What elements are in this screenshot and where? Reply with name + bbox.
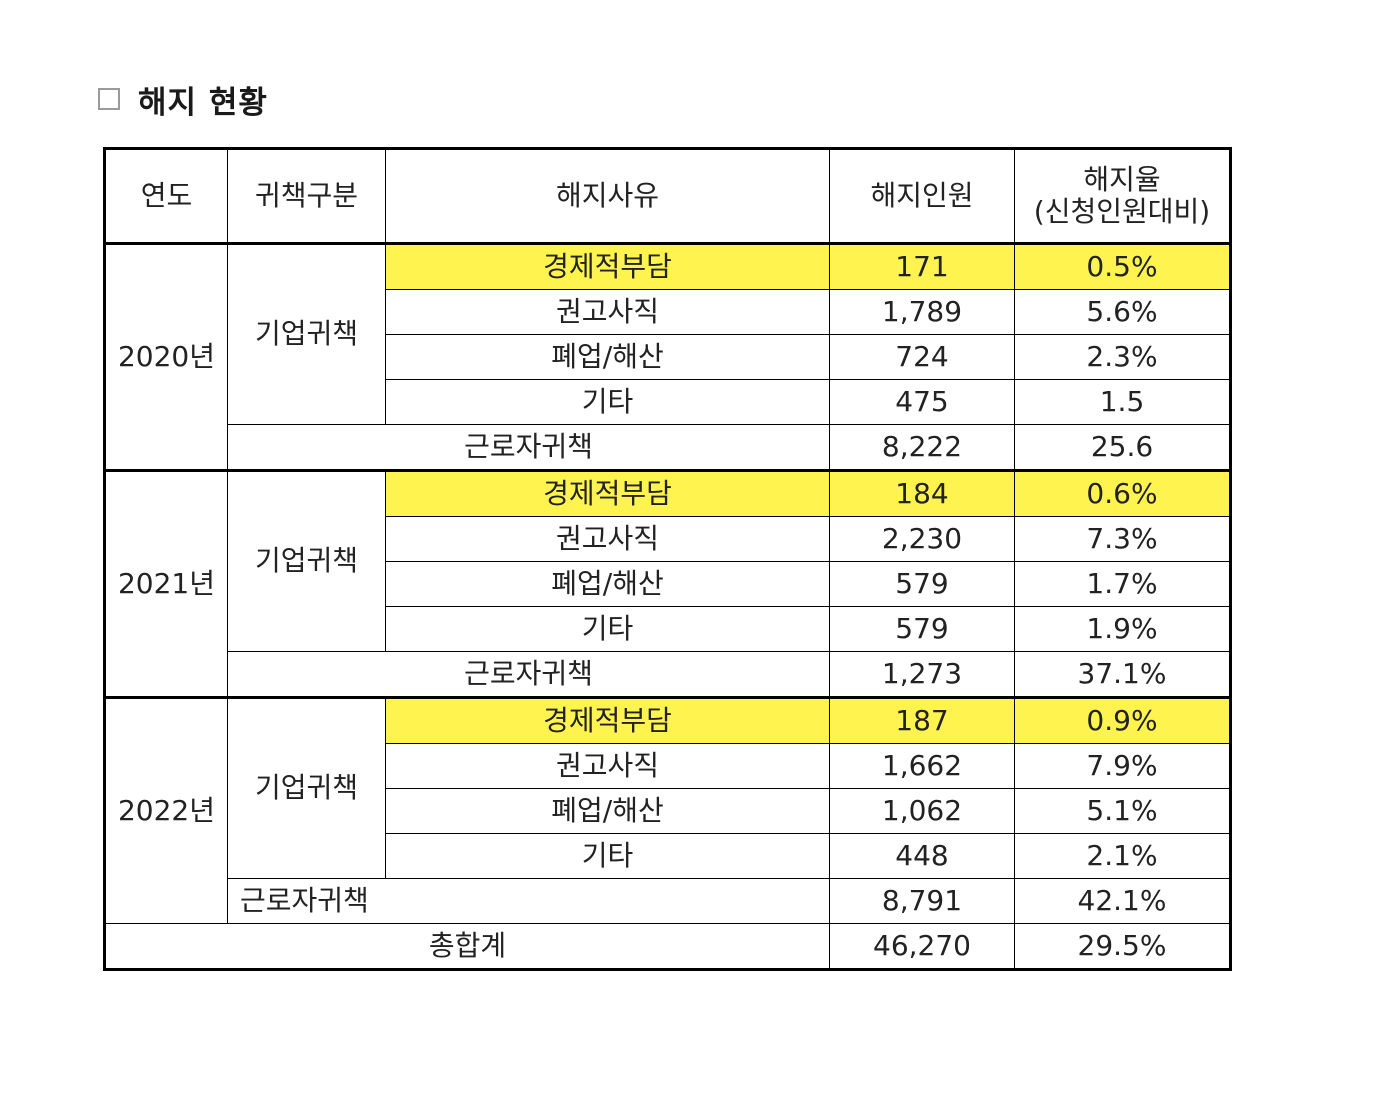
header-count: 해지인원 [829, 148, 1015, 245]
table-row: 2022년 기업귀책 경제적부담 187 0.9% [104, 697, 1231, 924]
reason-cell: 폐업/해산 [385, 561, 830, 607]
rate-cell: 1.5 [1014, 379, 1231, 425]
grand-total-count: 46,270 [829, 923, 1015, 970]
rate-cell: 5.1% [1014, 788, 1231, 834]
worker-fault-row: 근로자귀책 8,791 42.1% [105, 878, 1231, 924]
grand-total-rate: 29.5% [1014, 923, 1231, 970]
header-rate-line1: 해지율 [1083, 162, 1161, 196]
table-row: 2020년 기업귀책 경제적부담 171 0.5% [104, 243, 1231, 471]
rate-cell: 0.9% [1014, 697, 1231, 744]
worker-fault-label: 근로자귀책 [227, 651, 830, 698]
reason-cell: 폐업/해산 [385, 788, 830, 834]
rate-cell: 2.1% [1014, 833, 1231, 879]
worker-fault-row: 근로자귀책 8,222 25.6 [105, 424, 1231, 471]
worker-fault-row: 근로자귀책 1,273 37.1% [105, 651, 1231, 698]
table-row: 기타 448 2.1% [105, 833, 1231, 879]
year-cell: 2022년 [104, 697, 228, 924]
reason-cell: 권고사직 [385, 743, 830, 789]
count-cell: 724 [829, 334, 1015, 380]
year-block-2022: 2022년 기업귀책 경제적부담 187 0.9% 권고사직 1,662 7.9… [104, 697, 1231, 970]
rate-cell: 25.6 [1014, 424, 1231, 471]
reason-cell: 기타 [385, 379, 830, 425]
count-cell: 8,222 [829, 424, 1015, 471]
count-cell: 1,662 [829, 743, 1015, 789]
rate-cell: 37.1% [1014, 651, 1231, 698]
reason-cell: 경제적부담 [385, 470, 830, 517]
count-cell: 579 [829, 606, 1015, 652]
company-fault-cell: 기업귀책 [227, 697, 386, 879]
header-rate-line2: (신청인원대비) [1033, 195, 1211, 228]
count-cell: 184 [829, 470, 1015, 517]
company-fault-cell: 기업귀책 [227, 243, 386, 425]
table-row: 2021년 기업귀책 경제적부담 184 0.6% [104, 470, 1231, 698]
section-heading: 해지 현황 [98, 76, 268, 122]
count-cell: 1,789 [829, 289, 1015, 335]
count-cell: 187 [829, 697, 1015, 744]
count-cell: 171 [829, 243, 1015, 290]
company-fault-cell: 기업귀책 [227, 470, 386, 652]
count-cell: 8,791 [829, 878, 1015, 924]
reason-cell: 경제적부담 [385, 243, 830, 290]
reason-cell: 권고사직 [385, 289, 830, 335]
header-category: 귀책구분 [227, 148, 386, 245]
worker-fault-label: 근로자귀책 [227, 424, 830, 471]
rate-cell: 42.1% [1014, 878, 1231, 924]
reason-cell: 권고사직 [385, 516, 830, 562]
header-year: 연도 [104, 148, 228, 245]
rate-cell: 7.3% [1014, 516, 1231, 562]
rate-cell: 7.9% [1014, 743, 1231, 789]
rate-cell: 5.6% [1014, 289, 1231, 335]
reason-cell: 폐업/해산 [385, 334, 830, 380]
reason-cell: 경제적부담 [385, 697, 830, 744]
year-block-2020: 2020년 기업귀책 경제적부담 171 0.5% 권고사직 1,789 5.6… [104, 243, 1231, 471]
section-title: 해지 현황 [138, 84, 268, 121]
count-cell: 475 [829, 379, 1015, 425]
table-header-row: 연도 귀책구분 해지사유 해지인원 해지율 (신청인원대비) [104, 148, 1231, 245]
count-cell: 579 [829, 561, 1015, 607]
rate-cell: 1.7% [1014, 561, 1231, 607]
rate-cell: 2.3% [1014, 334, 1231, 380]
rate-cell: 0.6% [1014, 470, 1231, 517]
table-row: 폐업/해산 579 1.7% [105, 561, 1231, 607]
year-cell: 2020년 [104, 243, 228, 471]
year-block-2021: 2021년 기업귀책 경제적부담 184 0.6% 권고사직 2,230 7.3… [104, 470, 1231, 698]
worker-fault-label: 근로자귀책 [227, 878, 830, 924]
table-row: 권고사직 2,230 7.3% [105, 516, 1231, 562]
grand-total-row: 총합계 46,270 29.5% [104, 923, 1231, 970]
count-cell: 448 [829, 833, 1015, 879]
reason-cell: 기타 [385, 606, 830, 652]
table-row: 기타 579 1.9% [105, 606, 1231, 652]
header-reason: 해지사유 [385, 148, 830, 245]
rate-cell: 1.9% [1014, 606, 1231, 652]
table-row: 권고사직 1,662 7.9% [105, 743, 1231, 789]
year-cell: 2021년 [104, 470, 228, 698]
checkbox-square-icon [98, 88, 120, 110]
table-row: 권고사직 1,789 5.6% [105, 289, 1231, 335]
termination-status-table: 연도 귀책구분 해지사유 해지인원 해지율 (신청인원대비) 2020년 기업귀… [103, 147, 1232, 971]
reason-cell: 기타 [385, 833, 830, 879]
table-row: 폐업/해산 1,062 5.1% [105, 788, 1231, 834]
count-cell: 1,273 [829, 651, 1015, 698]
count-cell: 2,230 [829, 516, 1015, 562]
grand-total-label: 총합계 [104, 923, 830, 970]
count-cell: 1,062 [829, 788, 1015, 834]
header-rate: 해지율 (신청인원대비) [1014, 148, 1231, 245]
rate-cell: 0.5% [1014, 243, 1231, 290]
